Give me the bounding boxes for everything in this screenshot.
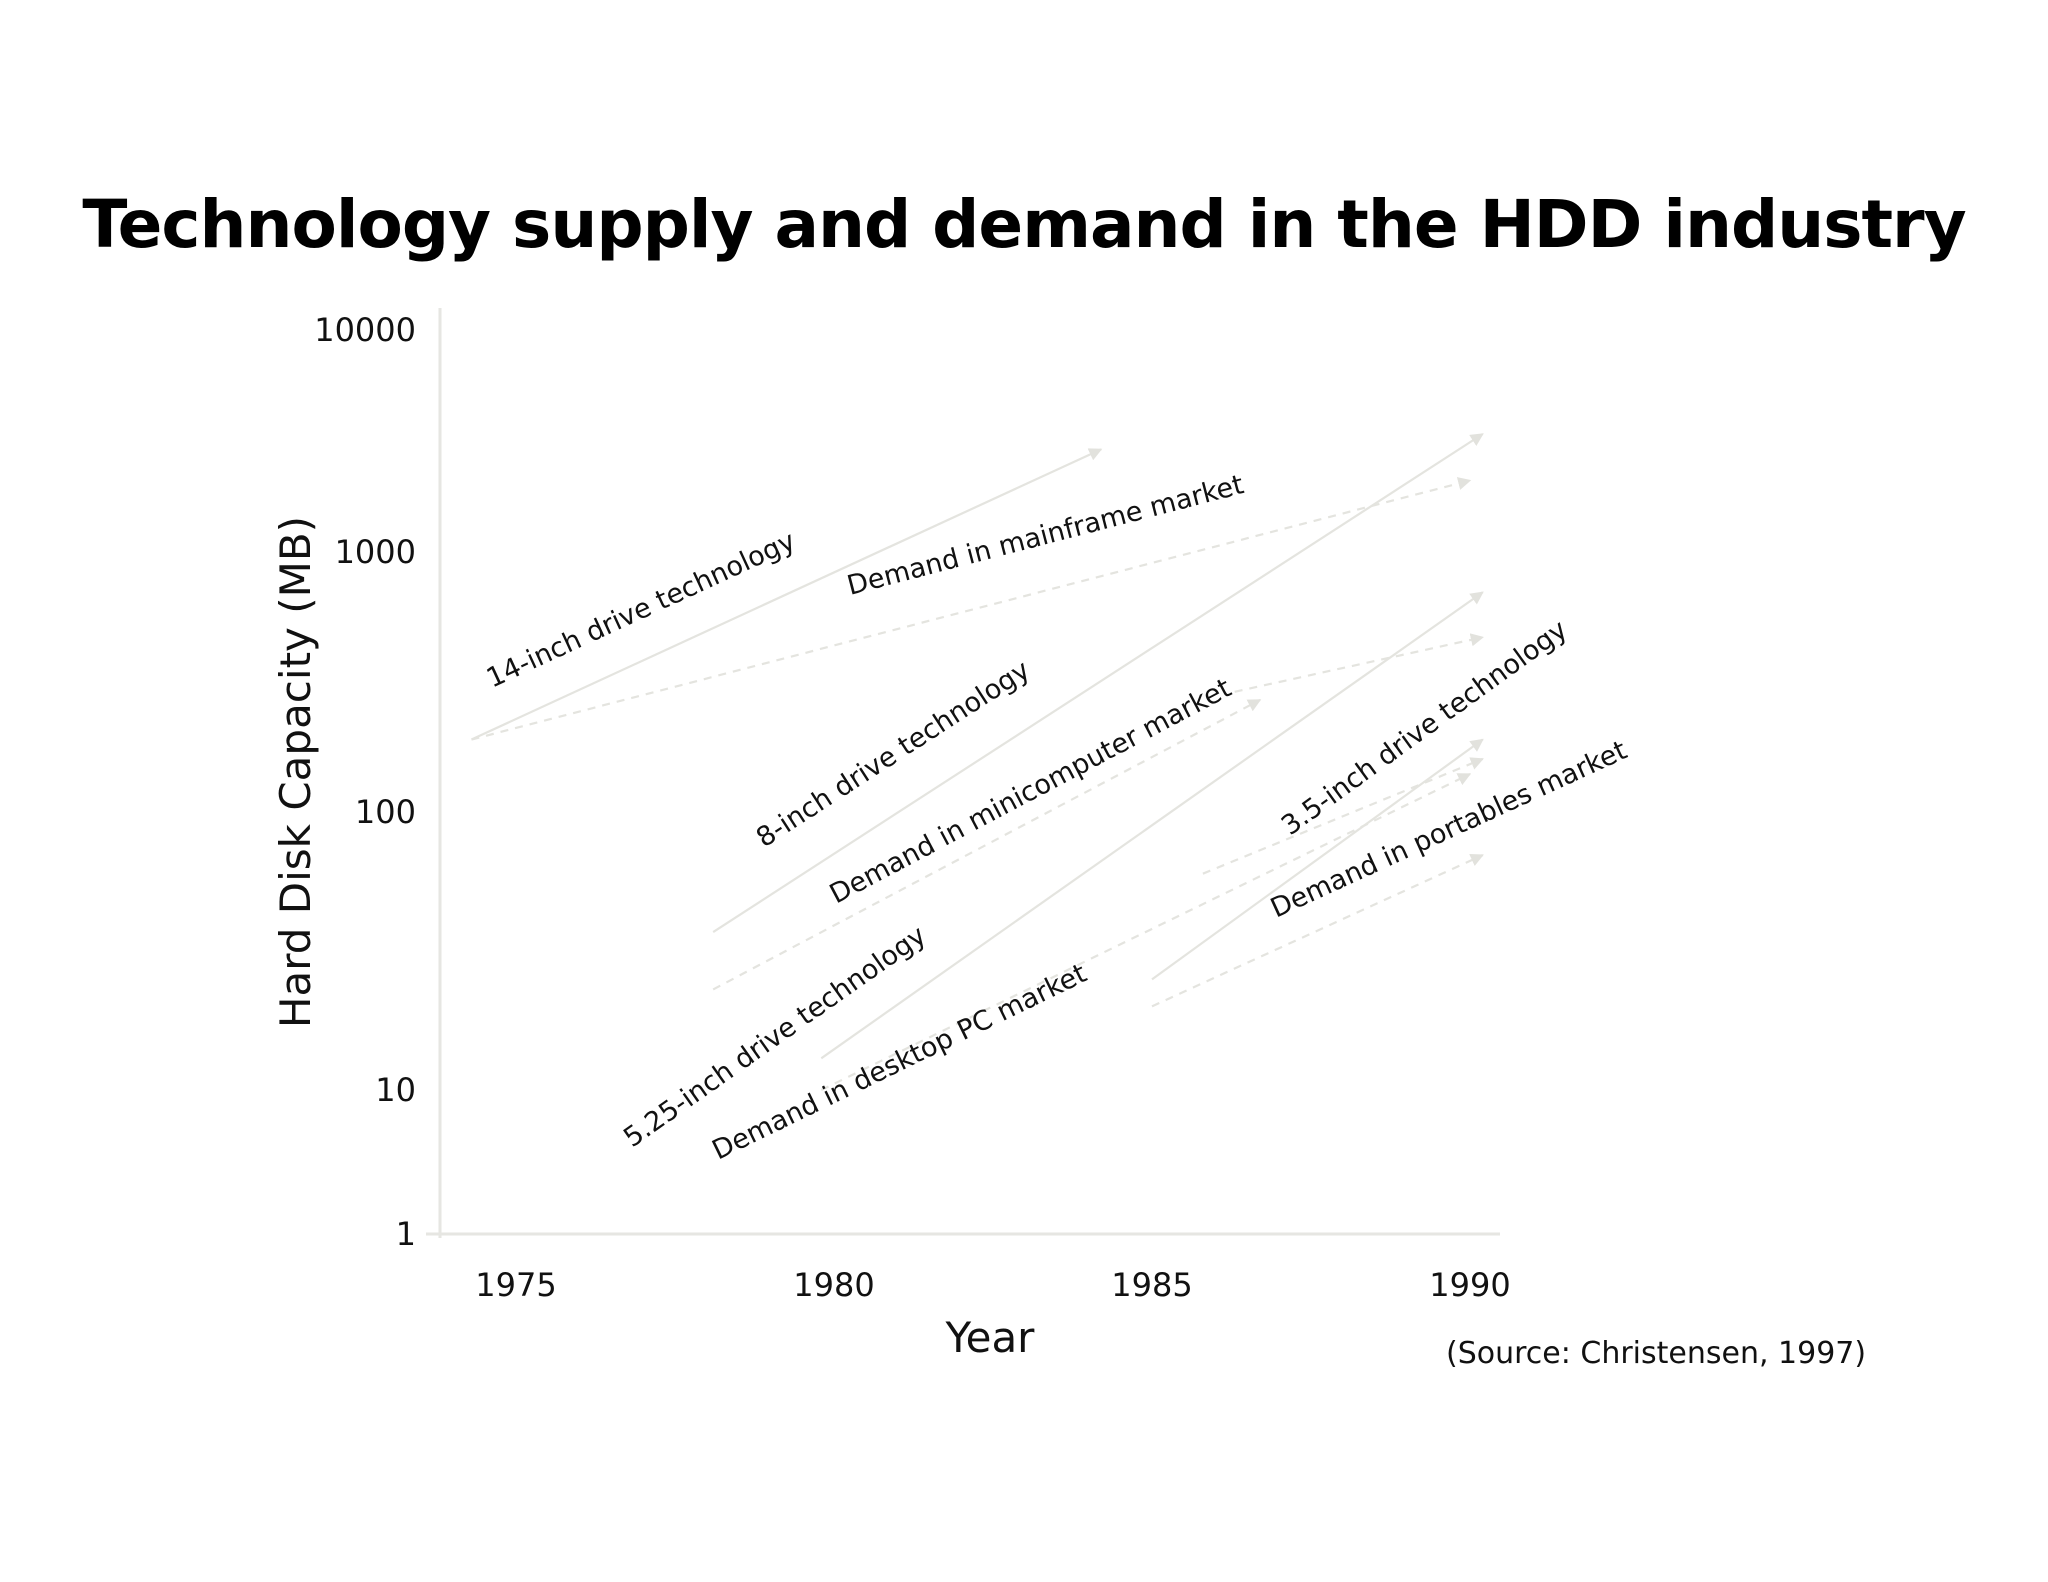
y-tick-label: 10 [375, 1071, 416, 1109]
chart-title: Technology supply and demand in the HDD … [82, 186, 1966, 263]
series-line-demand-in-portables-market [1151, 854, 1484, 1008]
series-line-unlabeled-8 [1234, 633, 1485, 693]
series-line-demand-in-minicomputer-market [712, 698, 1262, 991]
x-tick-label: 1980 [793, 1266, 874, 1304]
series-line-8-inch-drive-technology [712, 433, 1484, 933]
x-tick-label: 1990 [1429, 1266, 1510, 1304]
x-axis-title: Year [945, 1313, 1036, 1362]
series-line-unlabeled-9 [1202, 757, 1484, 875]
y-axis-title: Hard Disk Capacity (MB) [271, 516, 320, 1028]
series-line-3-5-inch-drive-technology [1151, 738, 1484, 981]
y-tick-label: 10000 [314, 311, 416, 349]
series-line-14-inch-drive-technology [471, 448, 1103, 741]
x-tick-label: 1985 [1111, 1266, 1192, 1304]
x-tick-label: 1975 [475, 1266, 556, 1304]
y-tick-label: 1 [396, 1215, 416, 1253]
series-line-5-25-inch-drive-technology [820, 591, 1484, 1060]
y-tick-label: 1000 [335, 533, 416, 571]
y-tick-label: 100 [355, 793, 416, 831]
series-line-demand-in-mainframe-market [471, 477, 1472, 741]
series-label: Demand in minicomputer market [825, 673, 1237, 911]
series-label: Demand in mainframe market [844, 469, 1247, 601]
source-note: (Source: Christensen, 1997) [1446, 1336, 1867, 1371]
